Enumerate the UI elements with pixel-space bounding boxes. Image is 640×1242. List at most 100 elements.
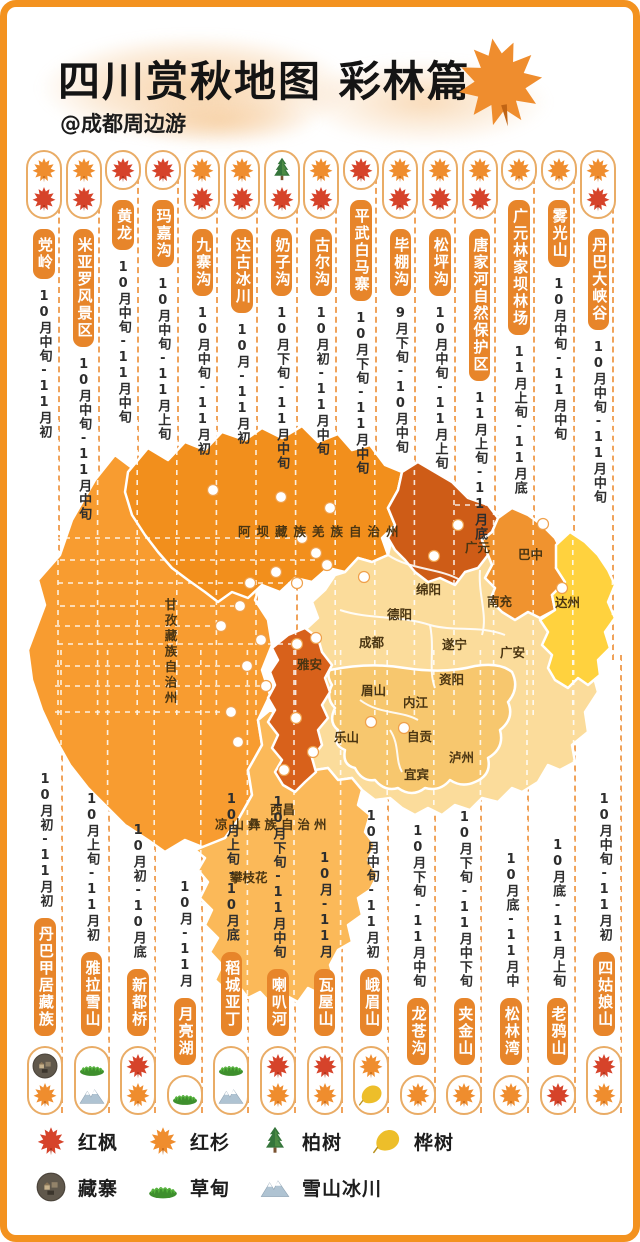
maple-orange-icon: [451, 1082, 477, 1108]
legend-label: 红枫: [78, 1131, 119, 1154]
spot-name: 夹金山: [453, 998, 476, 1065]
spot-column: 黄龙 10月中旬-11月中旬: [103, 150, 143, 670]
spot-name: 龙苍沟: [406, 998, 429, 1065]
location-dot: [309, 546, 323, 560]
location-dot: [233, 599, 247, 613]
spot-name: 达古冰川: [231, 229, 253, 313]
legend-item: 红杉: [148, 1126, 230, 1156]
spot-icon-capsule: [342, 150, 379, 190]
spot-icon-capsule: [73, 1046, 110, 1115]
birch-icon: [372, 1126, 402, 1156]
spot-dates: 10月中旬-11月上旬: [155, 277, 171, 441]
legend-label: 柏树: [302, 1131, 343, 1154]
spot-name: 丹巴大峡谷: [587, 229, 610, 330]
spot-icon-capsule: [306, 1046, 343, 1115]
maple-orange-icon: [308, 157, 334, 183]
location-dot: [231, 735, 245, 749]
village-icon: [36, 1172, 66, 1202]
location-dot: [320, 558, 334, 572]
label-panzhihua: 攀枝花: [230, 870, 268, 885]
spot-icon-capsule: [263, 150, 300, 219]
region-aba: [123, 424, 404, 604]
connector-line: [374, 168, 377, 660]
spot-icon-capsule: [422, 150, 458, 219]
location-dot: [295, 531, 309, 545]
spot-dates: 10月-11月初: [234, 323, 250, 445]
spot-dates: 10月中旬-11月中旬: [115, 260, 131, 424]
spot-dates: 10月下旬-11月中旬: [410, 824, 426, 988]
maple-red-icon: [545, 1082, 571, 1108]
maple-red-icon: [71, 186, 97, 212]
birch-icon: [358, 1082, 384, 1108]
spot-icon-capsule: [260, 1046, 296, 1115]
maple-red-icon: [312, 1053, 338, 1079]
spot-column: 唐家河自然保护区 11月上旬-11月底: [460, 150, 500, 670]
spot-column: 10月上旬-11月初 雅拉雪山: [69, 772, 115, 1115]
connector-line: [58, 168, 60, 660]
spot-name: 喇叭河: [267, 969, 289, 1036]
spot-dates: 10月上旬-11月初: [84, 792, 100, 942]
location-dots: [206, 483, 569, 777]
spot-name: 玛嘉沟: [151, 200, 174, 267]
label-guangan: 广安: [500, 645, 525, 660]
spot-icon-capsule: [353, 1046, 390, 1115]
maple-red-icon: [36, 1126, 66, 1156]
connector-line: [620, 655, 623, 1113]
maple-orange-icon: [125, 1082, 151, 1108]
maple-red-icon: [110, 157, 136, 183]
spot-icon-capsule: [166, 1075, 203, 1115]
location-dot: [254, 633, 268, 647]
spot-icon-capsule: [184, 150, 221, 219]
connector-line: [335, 168, 338, 660]
connector-line: [573, 655, 576, 1113]
spot-name: 月亮湖: [173, 998, 196, 1065]
spot-icon-capsule: [65, 150, 102, 219]
location-dot: [323, 501, 337, 515]
maple-red-icon: [308, 186, 334, 212]
spot-icon-capsule: [303, 150, 340, 219]
spot-dates: 10月下旬-11月中旬: [353, 311, 369, 475]
maple-orange-icon: [387, 157, 413, 183]
spot-column: 丹巴大峡谷 10月中旬-11月中旬: [578, 150, 618, 670]
spot-column: 10月初-11月初 丹巴甲居藏族: [22, 772, 68, 1115]
spot-name: 丹巴甲居藏族: [34, 918, 56, 1036]
maple-leaf-icon: [444, 26, 555, 137]
label-luzhou: 泸州: [449, 750, 474, 765]
legend-item: 柏树: [260, 1126, 342, 1156]
village-icon: [32, 1053, 58, 1079]
maple-red-icon: [189, 186, 215, 212]
snow-icon: [260, 1172, 290, 1202]
spot-icon-capsule: [120, 1046, 157, 1115]
legend-row: 藏寨 草甸 雪山冰川: [36, 1172, 454, 1202]
spot-name: 松林湾: [500, 998, 522, 1065]
label-dazhou: 达州: [555, 595, 580, 610]
maple-red-icon: [229, 186, 255, 212]
spot-name: 新都桥: [127, 969, 150, 1036]
connector-line: [295, 168, 298, 660]
label-aba: 阿坝藏族羌族自治州: [238, 524, 405, 539]
spot-icon-capsule: [501, 150, 538, 190]
spot-column: 10月上旬-10月底 稻城亚丁: [208, 772, 254, 1115]
location-dot: [214, 619, 228, 633]
spot-name: 广元林家坝林场: [508, 200, 531, 335]
spot-dates: 10月上旬-10月底: [223, 792, 239, 942]
spot-dates: 10月底-11月中: [503, 852, 519, 988]
spot-dates: 10月中旬-11月初: [36, 289, 52, 439]
connector-line: [97, 168, 100, 660]
meadow-icon: [79, 1053, 105, 1079]
spot-icon-capsule: [586, 1046, 623, 1115]
location-dot: [357, 570, 371, 584]
maple-orange-icon: [32, 1082, 58, 1108]
spot-column: 雾光山 10月中旬-11月中旬: [539, 150, 579, 670]
spot-icon-capsule: [399, 1075, 436, 1115]
location-dot: [277, 763, 291, 777]
spot-dates: 10月中旬-11月中旬: [590, 340, 606, 504]
region-dazhou: [538, 530, 617, 690]
label-guangyuan: 广元: [465, 540, 491, 555]
label-meishan: 眉山: [361, 683, 386, 698]
spot-name: 奶子沟: [270, 229, 293, 296]
label-zigong: 自贡: [407, 729, 433, 744]
legend-item: 藏寨: [36, 1172, 118, 1202]
connector-line: [533, 168, 536, 660]
maple-orange-icon: [189, 157, 215, 183]
